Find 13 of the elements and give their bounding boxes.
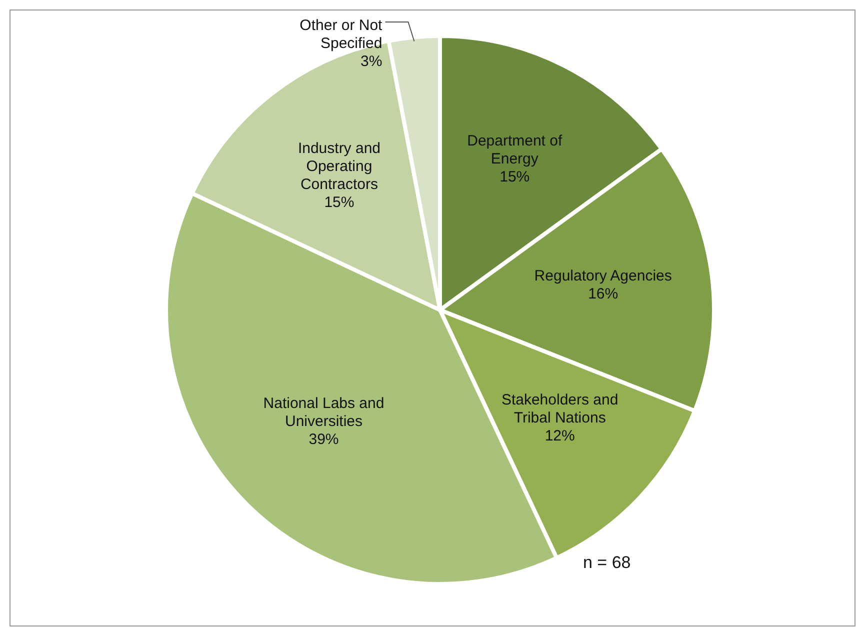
slice-label: Other or Not Specified [300, 17, 384, 52]
data-label: 3% [360, 53, 382, 70]
slice-label: Industry and Operating Contractors [298, 140, 381, 194]
data-label: 15% [324, 194, 354, 212]
data-label: 15% [500, 168, 530, 186]
data-label: 12% [544, 428, 575, 445]
slice-label: Department of Energy [467, 132, 563, 168]
slice-label: National Labs and Universities [263, 395, 384, 430]
slice-label: Stakeholders and Tribal Nations [501, 392, 618, 427]
text: n = 68 [583, 553, 631, 572]
slice-label: Regulatory Agencies [534, 267, 672, 284]
data-label: 16% [588, 285, 618, 302]
data-label: 39% [308, 431, 339, 448]
